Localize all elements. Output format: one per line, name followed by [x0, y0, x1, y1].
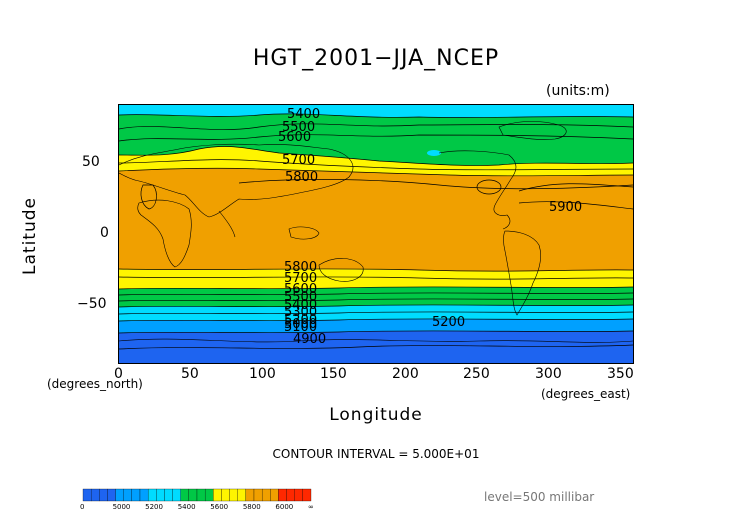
x-tick-0: 0 — [114, 366, 123, 382]
colorbar — [82, 488, 312, 502]
colorbar-swatch — [164, 488, 173, 502]
y-axis-units: (degrees_north) — [47, 377, 143, 391]
coastlines — [119, 121, 633, 343]
colorbar-label: 5000 — [112, 503, 131, 511]
colorbar-swatch — [123, 488, 133, 502]
colorbar-swatch — [180, 488, 190, 502]
colorbar-label: 5800 — [242, 503, 261, 511]
colorbar-swatch — [115, 488, 124, 502]
colorbar-swatch — [253, 488, 263, 502]
colorbar-swatch — [188, 488, 198, 502]
x-axis-label: Longitude — [329, 405, 423, 425]
colorbar-swatch — [196, 488, 206, 502]
contour-lines — [119, 113, 633, 350]
colorbar-swatch — [270, 488, 279, 502]
contour-interval-text: CONTOUR INTERVAL = 5.000E+01 — [272, 447, 480, 461]
y-tick-50: 50 — [82, 154, 100, 170]
x-tick-50: 50 — [181, 366, 199, 382]
band-0-5000-south — [119, 330, 633, 363]
colorbar-swatch — [261, 488, 271, 502]
map-plot-area: 5400 5500 5600 5700 5800 5900 5800 5700 … — [118, 104, 634, 364]
contour-label-5200-east: 5200 — [432, 315, 465, 330]
contour-label-5900: 5900 — [549, 200, 582, 215]
colorbar-swatch — [139, 488, 149, 502]
map-canvas: 5400 5500 5600 5700 5800 5900 5800 5700 … — [119, 105, 633, 363]
colorbar-swatch — [156, 488, 165, 502]
colorbar-label: ∞ — [308, 503, 314, 511]
colorbar-swatch — [131, 488, 141, 502]
contour-label-5800-s: 5800 — [284, 260, 317, 275]
colorbar-swatch — [82, 488, 92, 502]
band-5400-5600-south — [119, 286, 633, 307]
colorbar-swatch — [90, 488, 100, 502]
y-tick-0: 0 — [100, 225, 109, 241]
band-5000-5200-south — [119, 318, 633, 333]
band-5400-5600-north — [119, 113, 633, 166]
contour-label-5400-s: 5400 — [284, 298, 317, 313]
x-tick-200: 200 — [392, 366, 419, 382]
x-tick-150: 150 — [320, 366, 347, 382]
contour-label-5500-n: 5500 — [282, 120, 315, 135]
colorbar-label: 6000 — [275, 503, 294, 511]
x-tick-100: 100 — [249, 366, 276, 382]
contour-label-5300-s: 5300 — [284, 305, 317, 320]
colorbar-swatch — [204, 488, 214, 502]
x-tick-350: 350 — [607, 366, 634, 382]
colorbar-swatch — [302, 488, 312, 502]
band-5200-5400-north — [119, 105, 633, 118]
colorbar-swatch — [237, 488, 247, 502]
colorbar-swatch — [147, 488, 157, 502]
colorbar-swatch — [172, 488, 181, 502]
colorbar-swatch — [278, 488, 287, 502]
level-text: level=500 millibar — [484, 490, 595, 504]
band-5200-5400-south — [119, 304, 633, 321]
colorbar-label: 5600 — [210, 503, 229, 511]
units-label: (units:m) — [546, 83, 610, 99]
colorbar-label: 5400 — [177, 503, 196, 511]
band-5600-5800-south — [119, 268, 633, 289]
x-tick-250: 250 — [463, 366, 490, 382]
colorbar-swatch — [213, 488, 222, 502]
contour-label-5100-s: 5100 — [284, 320, 317, 335]
x-axis-units: (degrees_east) — [541, 387, 631, 401]
chart-title: HGT_2001−JJA_NCEP — [252, 46, 500, 71]
colorbar-swatch — [99, 488, 108, 502]
cutoff-low — [427, 150, 441, 156]
contour-label-5200-s: 5200 — [284, 313, 317, 328]
colorbar-label: 0 — [80, 503, 85, 511]
colorbar-swatch — [294, 488, 304, 502]
colorbar-swatch — [107, 488, 116, 502]
y-tick-minus50: −50 — [77, 296, 107, 312]
contour-label-5700-n: 5700 — [282, 153, 315, 168]
colorbar-swatch — [245, 488, 255, 502]
contour-label-5600-n: 5600 — [278, 130, 311, 145]
contour-label-4900: 4900 — [293, 332, 326, 347]
colorbar-label: 5200 — [145, 503, 163, 511]
colorbar-swatch — [229, 488, 238, 502]
contour-label-5000-s: 5000 — [284, 317, 317, 332]
contour-label-5700-s: 5700 — [284, 271, 317, 286]
colorbar-swatch — [286, 488, 295, 502]
contour-label-5600-s: 5600 — [284, 282, 317, 297]
y-axis-label: Latitude — [20, 197, 40, 275]
contour-label-5400-n: 5400 — [287, 107, 320, 122]
x-tick-300: 300 — [535, 366, 562, 382]
contour-label-5800-n: 5800 — [285, 170, 318, 185]
contour-label-5500-s: 5500 — [284, 290, 317, 305]
colorbar-swatch — [221, 488, 230, 502]
